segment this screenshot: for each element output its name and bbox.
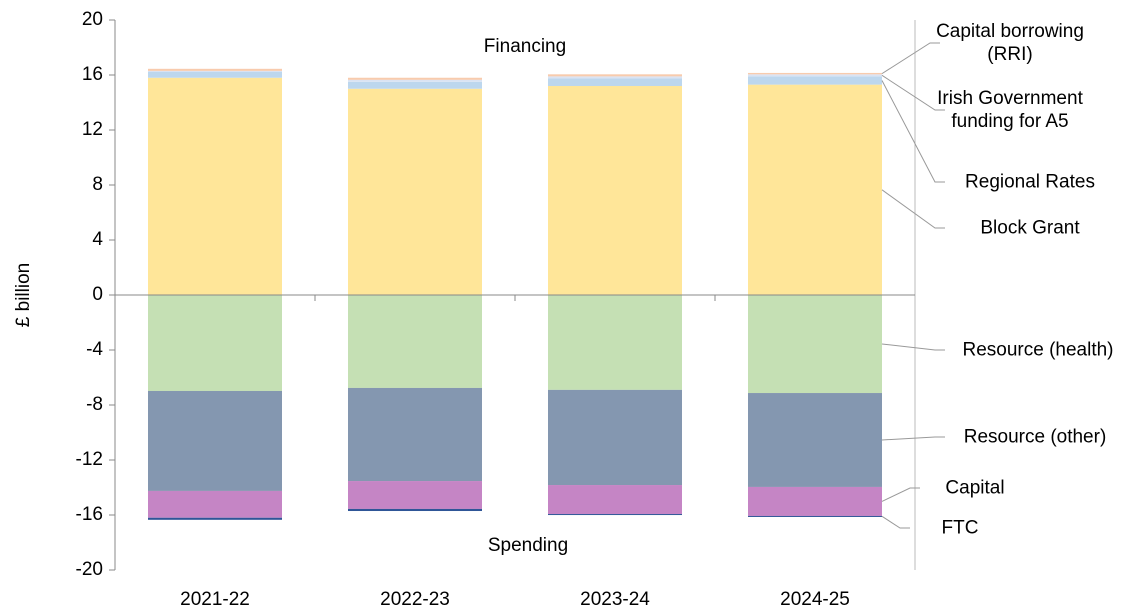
y-tick-label: -20 (76, 559, 103, 580)
bar-segment (348, 508, 482, 512)
leader-line (881, 487, 920, 502)
bar-segment (548, 485, 682, 515)
bar-segment (748, 76, 882, 85)
leader-line (881, 343, 945, 351)
bar-segment (348, 77, 482, 80)
bar-segment (348, 79, 482, 82)
bar-segment (348, 481, 482, 509)
legend-label: Irish Government funding for A5 (937, 88, 1083, 132)
x-tick-label: 2023-24 (580, 589, 650, 610)
bar-segment (348, 81, 482, 89)
bar-segment (148, 390, 282, 491)
legend-label: Capital (945, 477, 1005, 499)
y-tick-label: 16 (82, 64, 103, 85)
bar-segment (348, 295, 482, 388)
x-tick-label: 2022-23 (380, 589, 450, 610)
leader-line (881, 80, 945, 183)
legend-label: Regional Rates (965, 171, 1095, 193)
bar-segment (348, 88, 482, 295)
bar-segment (548, 78, 682, 86)
y-tick-label: 12 (82, 119, 103, 140)
leader-line (881, 42, 940, 75)
bar-segment (148, 517, 282, 520)
y-tick-label: 0 (92, 284, 103, 305)
bar-segment (548, 76, 682, 79)
legend-label: FTC (941, 517, 979, 539)
bar-segment (548, 74, 682, 77)
bar-segment (148, 490, 282, 518)
y-tick-label: -8 (86, 394, 103, 415)
legend-label: Resource (other) (963, 426, 1107, 448)
leader-line (881, 189, 945, 229)
y-tick-label: -4 (86, 339, 103, 360)
bar-segment (548, 514, 682, 516)
leader-line (881, 515, 910, 529)
bar-segment (148, 295, 282, 391)
bar-segment (148, 71, 282, 78)
legend-label: Block Grant (980, 217, 1080, 239)
y-tick-label: -12 (76, 449, 103, 470)
x-tick-label: 2024-25 (780, 589, 850, 610)
leader-line (881, 74, 945, 111)
legend-label: Resource (health) (962, 339, 1114, 361)
bar-segment (748, 72, 882, 75)
bar-segment (148, 70, 282, 72)
annotation: Spending (488, 535, 568, 556)
bar-segment (148, 68, 282, 71)
y-axis-label: £ billion (13, 263, 34, 327)
bar-segment (148, 77, 282, 295)
x-tick-label: 2021-22 (180, 589, 250, 610)
y-tick-label: 4 (92, 229, 103, 250)
annotation: Financing (484, 36, 566, 57)
bar-segment (548, 295, 682, 390)
bar-segment (748, 515, 882, 517)
leader-line (881, 436, 945, 441)
bar-segment (748, 295, 882, 394)
bar-segment (348, 387, 482, 482)
bar-segment (548, 389, 682, 486)
bar-segment (748, 393, 882, 487)
y-tick-label: 8 (92, 174, 103, 195)
bar-segment (748, 486, 882, 516)
y-tick-label: 20 (82, 9, 103, 30)
bar-segment (748, 74, 882, 77)
bar-segment (548, 86, 682, 295)
bar-segment (748, 84, 882, 295)
y-tick-label: -16 (76, 504, 103, 525)
legend-label: Capital borrowing (RRI) (936, 21, 1084, 65)
